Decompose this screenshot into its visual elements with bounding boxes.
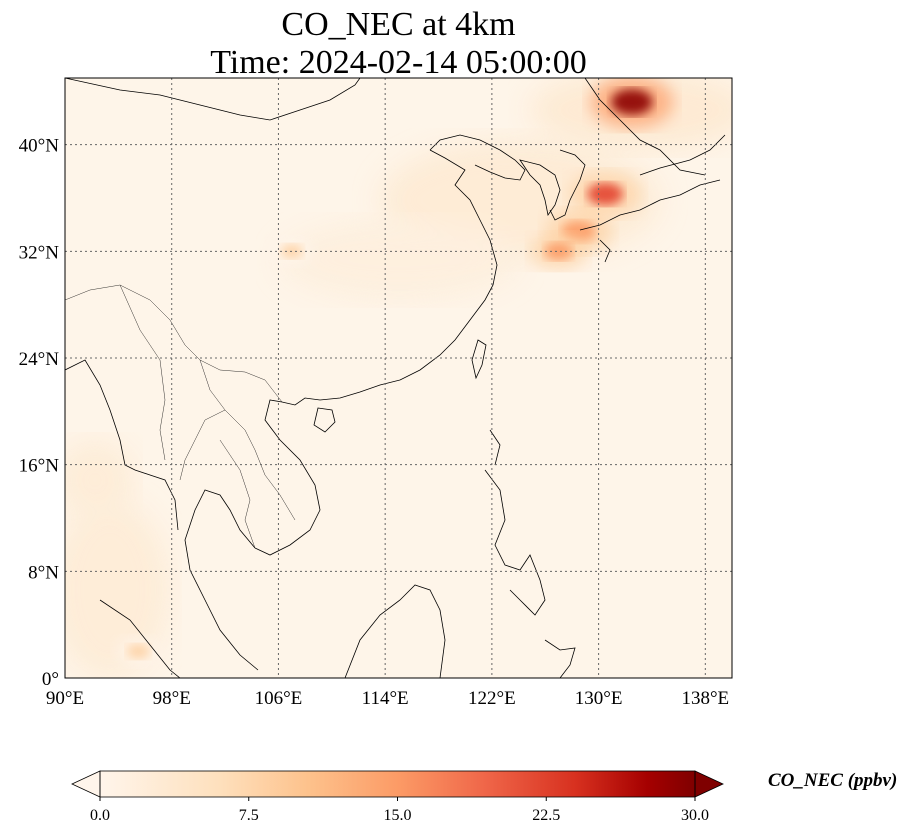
colorbar-label: CO_NEC (ppbv) xyxy=(768,770,898,791)
lon-tick-label: 138°E xyxy=(681,688,729,709)
lon-tick-label: 106°E xyxy=(255,688,303,709)
map-time-subtitle: Time: 2024-02-14 05:00:00 xyxy=(210,44,587,81)
colorbar-tick-label: 0.0 xyxy=(90,807,110,824)
lat-tick-label: 16°N xyxy=(19,456,60,477)
lat-tick-label: 40°N xyxy=(19,136,60,157)
lat-tick-label: 0° xyxy=(42,669,59,690)
hotspot-core xyxy=(544,242,573,261)
hotspot-core xyxy=(611,89,653,115)
lon-tick-labels: 90°E 98°E 106°E 114°E 122°E 130°E 138°E xyxy=(46,688,729,709)
colorbar-tick-label: 30.0 xyxy=(681,807,709,824)
hotspot-layer xyxy=(115,78,674,666)
colorbar: 0.0 7.5 15.0 22.5 30.0 xyxy=(71,770,724,824)
colorbar-max-extend xyxy=(694,770,724,798)
colorbar-ticks: 0.0 7.5 15.0 22.5 30.0 xyxy=(90,797,709,824)
hotspot-core xyxy=(587,182,624,206)
lat-tick-label: 32°N xyxy=(19,242,60,263)
colorbar-tick-label: 7.5 xyxy=(239,807,259,824)
gridlines xyxy=(65,78,732,678)
background-plumes xyxy=(65,78,732,678)
map-title: CO_NEC at 4km xyxy=(281,6,516,43)
lon-tick-label: 114°E xyxy=(362,688,409,709)
lat-tick-label: 24°N xyxy=(19,349,60,370)
lon-tick-label: 122°E xyxy=(468,688,516,709)
lat-tick-labels: 0° 8°N 16°N 24°N 32°N 40°N xyxy=(19,136,60,690)
lon-tick-label: 98°E xyxy=(153,688,191,709)
lat-tick-label: 8°N xyxy=(28,562,59,583)
country-borders xyxy=(65,284,296,549)
lon-tick-label: 90°E xyxy=(46,688,84,709)
lon-tick-label: 130°E xyxy=(575,688,623,709)
coastlines xyxy=(65,78,726,678)
colorbar-min-extend xyxy=(71,770,101,798)
colorbar-tick-label: 15.0 xyxy=(384,807,412,824)
colorbar-tick-label: 22.5 xyxy=(532,807,560,824)
hotspot-core xyxy=(126,644,151,659)
map-frame xyxy=(64,77,733,679)
